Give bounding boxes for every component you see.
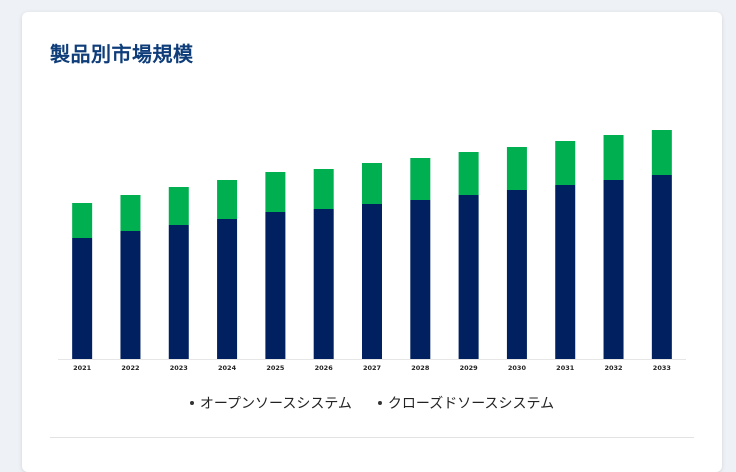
bar-open-source-2032[interactable] <box>603 180 624 359</box>
x-tick-label: 2022 <box>121 364 139 372</box>
bar-open-source-2031[interactable] <box>555 185 576 359</box>
x-tick-label: 2029 <box>460 364 479 372</box>
bar-open-source-2026[interactable] <box>313 209 334 359</box>
x-tick-label: 2026 <box>315 364 334 372</box>
x-tick-label: 2031 <box>556 364 575 372</box>
x-tick-label: 2023 <box>170 364 188 372</box>
legend-bullet-icon <box>189 401 194 405</box>
bar-open-source-2029[interactable] <box>458 195 479 359</box>
bar-open-source-2022[interactable] <box>120 231 141 359</box>
x-tick-label: 2030 <box>508 364 527 372</box>
bar-closed-source-2021[interactable] <box>72 203 93 238</box>
x-tick-label: 2032 <box>604 364 622 372</box>
chart-card: 製品別市場規模 2021 2022 2023 2024 2025 2026 2027 2028… <box>22 12 722 472</box>
bar-open-source-2021[interactable] <box>72 238 93 359</box>
bar-closed-source-2023[interactable] <box>168 187 189 225</box>
bar-open-source-2028[interactable] <box>410 200 431 359</box>
x-tick-label: 2025 <box>266 364 285 372</box>
bar-closed-source-2022[interactable] <box>120 195 141 231</box>
bar-open-source-2030[interactable] <box>506 190 527 359</box>
legend-bullet-icon <box>377 401 382 405</box>
legend-item-open-source[interactable]: オープンソースシステム <box>189 393 352 413</box>
x-tick-label: 2033 <box>653 364 671 372</box>
bar-closed-source-2031[interactable] <box>555 141 576 185</box>
bar-open-source-2024[interactable] <box>217 219 238 359</box>
bar-closed-source-2026[interactable] <box>313 169 334 209</box>
legend-item-closed-source[interactable]: クローズドソースシステム <box>377 393 555 413</box>
chart-legend: オープンソースシステム クローズドソースシステム <box>22 393 722 413</box>
bar-open-source-2025[interactable] <box>265 212 286 359</box>
bar-closed-source-2027[interactable] <box>362 163 382 204</box>
x-tick-label: 2024 <box>218 364 237 372</box>
bar-open-source-2023[interactable] <box>168 225 189 359</box>
legend-label-open-source: オープンソースシステム <box>199 396 352 412</box>
stacked-bar-chart: 2021 2022 2023 2024 2025 2026 2027 2028 2029 2030… <box>58 130 686 372</box>
bar-closed-source-2024[interactable] <box>217 180 238 219</box>
x-tick-label: 2021 <box>73 364 92 372</box>
bar-closed-source-2025[interactable] <box>265 172 286 212</box>
bar-closed-source-2029[interactable] <box>458 152 479 195</box>
bar-closed-source-2033[interactable] <box>651 130 672 175</box>
card-divider <box>50 437 694 438</box>
x-tick-label: 2028 <box>411 364 430 372</box>
chart-title: 製品別市場規模 <box>50 42 194 66</box>
bar-closed-source-2032[interactable] <box>603 135 624 180</box>
legend-label-closed-source: クローズドソースシステム <box>387 396 555 412</box>
x-tick-label: 2027 <box>363 364 381 372</box>
bar-closed-source-2030[interactable] <box>506 147 527 190</box>
bar-open-source-2033[interactable] <box>651 175 672 359</box>
bar-open-source-2027[interactable] <box>362 204 382 359</box>
bar-closed-source-2028[interactable] <box>410 158 431 200</box>
